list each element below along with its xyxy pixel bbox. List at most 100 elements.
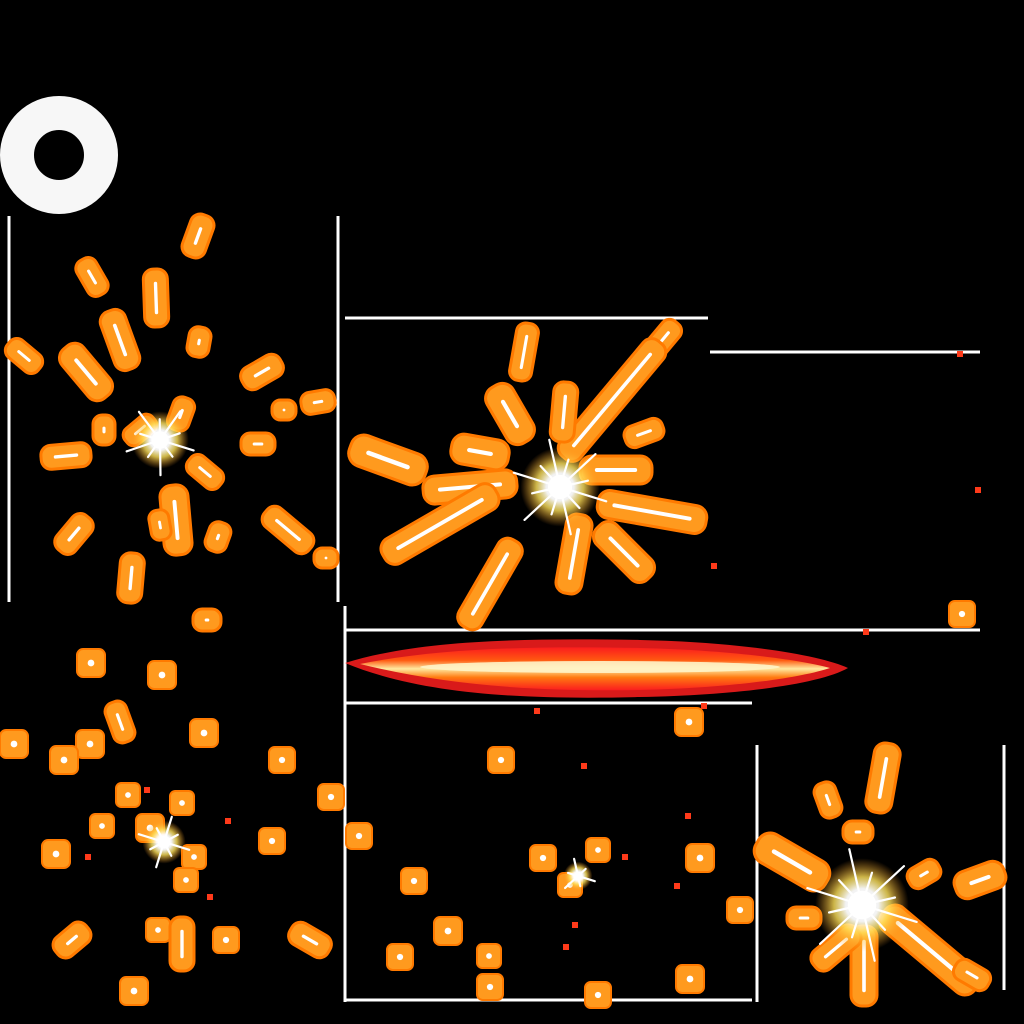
spark-shard xyxy=(203,520,233,554)
ember-particle xyxy=(119,976,149,1006)
ember-particle xyxy=(115,782,141,808)
ember-dot xyxy=(572,922,578,928)
spark-shard xyxy=(905,857,943,891)
ember-dot xyxy=(622,854,628,860)
ember-particle xyxy=(386,943,414,971)
spark-shard xyxy=(191,607,223,633)
spark-shard xyxy=(147,508,173,542)
ember-dot xyxy=(144,787,150,793)
spark-shard xyxy=(508,321,540,383)
spark-shard xyxy=(116,551,146,605)
spark-burst-radial xyxy=(347,317,709,632)
burst-core xyxy=(125,410,195,477)
spark-shard xyxy=(260,504,316,556)
ember-cluster-left xyxy=(0,648,345,1006)
ember-particle xyxy=(268,746,296,774)
ember-particle xyxy=(173,867,199,893)
ember-particle xyxy=(674,707,704,737)
ember-particle xyxy=(145,917,171,943)
spark-shard xyxy=(951,957,993,993)
ember-dot xyxy=(711,563,717,569)
ember-particle xyxy=(476,943,502,969)
spark-shard xyxy=(347,433,429,487)
ember-particle xyxy=(189,718,219,748)
ember-dot xyxy=(581,763,587,769)
spark-shard xyxy=(591,519,657,585)
ember-particle xyxy=(529,844,557,872)
burst-core xyxy=(563,857,596,891)
spark-shard xyxy=(103,699,137,745)
spark-shard xyxy=(548,380,580,444)
spark-shard xyxy=(449,432,511,472)
spark-shard xyxy=(39,441,93,471)
burst-core xyxy=(137,815,191,869)
ember-dot xyxy=(863,629,869,635)
burst-core xyxy=(512,438,608,536)
ember-particle xyxy=(212,926,240,954)
ember-cluster-center xyxy=(345,351,981,1009)
sprite-frame-lines xyxy=(7,216,1006,1002)
spark-shard xyxy=(98,307,142,373)
ember-dot xyxy=(225,818,231,824)
spark-shard xyxy=(299,388,337,416)
spark-shard xyxy=(287,920,333,960)
ember-particle xyxy=(49,745,79,775)
spark-shard xyxy=(952,859,1008,901)
ember-particle xyxy=(675,964,705,994)
spark-shard xyxy=(53,512,95,556)
ember-particle xyxy=(400,867,428,895)
spark-shard xyxy=(864,741,902,815)
spark-shard xyxy=(812,780,844,820)
ember-particle xyxy=(41,839,71,869)
ember-dot xyxy=(674,883,680,889)
ember-dot xyxy=(975,487,981,493)
spark-shard xyxy=(841,819,875,845)
spark-shard xyxy=(180,212,216,260)
spark-shard xyxy=(168,915,196,973)
ember-particle xyxy=(181,844,207,870)
ember-dot xyxy=(534,708,540,714)
ember-particle xyxy=(0,729,29,759)
ember-dot xyxy=(701,703,707,709)
ember-particle xyxy=(433,916,463,946)
ember-dot xyxy=(563,944,569,950)
ember-particle xyxy=(726,896,754,924)
spark-burst-star xyxy=(752,741,1008,1008)
ember-particle xyxy=(487,746,515,774)
spark-shard xyxy=(184,452,226,492)
ember-particle xyxy=(345,822,373,850)
ember-particle xyxy=(89,813,115,839)
ember-particle xyxy=(948,600,976,628)
fire-beam-sprite xyxy=(345,639,848,698)
spark-shard xyxy=(595,489,709,535)
spark-shard xyxy=(622,416,666,450)
ember-particle xyxy=(169,790,195,816)
spark-shard xyxy=(3,336,45,376)
spark-shard xyxy=(74,256,110,298)
spark-shard xyxy=(91,413,117,447)
spark-shard xyxy=(57,341,115,403)
spark-shard xyxy=(312,546,340,570)
ember-particle xyxy=(147,660,177,690)
ember-particle xyxy=(317,783,345,811)
ember-particle xyxy=(685,843,715,873)
spark-shard xyxy=(185,325,213,359)
ember-particle xyxy=(76,648,106,678)
burst-core xyxy=(806,848,918,962)
ember-particle xyxy=(584,981,612,1009)
ember-dot xyxy=(685,813,691,819)
ember-particle xyxy=(258,827,286,855)
spark-shard xyxy=(270,398,298,422)
spark-shard xyxy=(379,482,501,566)
spark-burst-scattered xyxy=(3,212,340,633)
white-ring-sprite xyxy=(0,96,118,214)
ember-dot xyxy=(957,351,963,357)
ember-dot xyxy=(85,854,91,860)
ember-particle xyxy=(585,837,611,863)
spark-shard xyxy=(239,352,285,392)
spark-shard xyxy=(239,431,277,457)
ember-particle xyxy=(476,973,504,1001)
spark-shard xyxy=(51,920,93,960)
spark-shard xyxy=(554,512,594,596)
